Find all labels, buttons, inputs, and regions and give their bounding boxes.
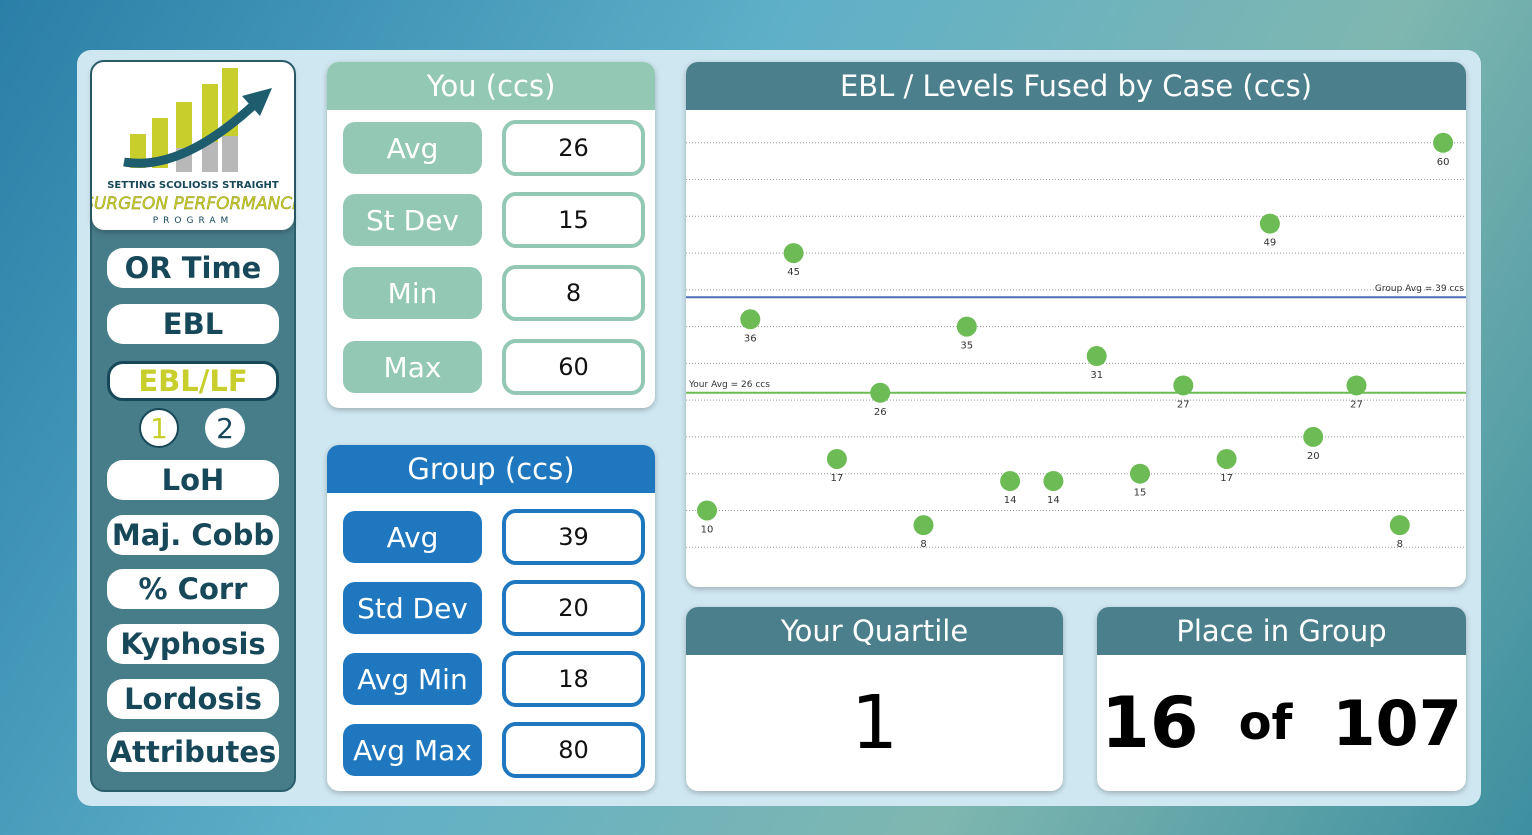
- you-title: You (ccs): [327, 62, 655, 110]
- data-point: [1130, 463, 1150, 484]
- data-point: [956, 316, 977, 337]
- data-point: [1389, 515, 1410, 536]
- data-label: 26: [874, 407, 887, 418]
- nav-button[interactable]: EBL/LF: [107, 361, 279, 401]
- stat-value: 15: [502, 192, 645, 248]
- data-point: [913, 515, 934, 536]
- stat-value: 18: [502, 651, 645, 707]
- data-label: 35: [960, 341, 973, 352]
- data-label: 27: [1350, 399, 1363, 410]
- stat-value: 39: [502, 509, 645, 565]
- group-title: Group (ccs): [327, 445, 655, 493]
- logo-graphic: SETTING SCOLIOSIS STRAIGHT SURGEON PERFO…: [92, 68, 294, 226]
- data-point: [1433, 132, 1454, 153]
- stat-label: Max: [343, 341, 482, 393]
- data-point: [783, 243, 804, 264]
- nav-button[interactable]: Attributes: [107, 732, 279, 772]
- data-point: [826, 448, 847, 469]
- stat-label: Avg Min: [343, 653, 482, 705]
- logo: SETTING SCOLIOSIS STRAIGHT SURGEON PERFO…: [92, 62, 294, 230]
- data-label: 14: [1004, 495, 1017, 506]
- data-point: [1086, 346, 1107, 367]
- nav-button[interactable]: Lordosis: [107, 679, 279, 719]
- nav-button[interactable]: LoH: [107, 460, 279, 500]
- data-label: 45: [787, 267, 800, 278]
- nav-button[interactable]: Maj. Cobb: [107, 515, 279, 555]
- place-rank: 16: [1101, 682, 1199, 764]
- data-label: 8: [1397, 539, 1403, 550]
- stat-label: Avg: [343, 511, 482, 563]
- sub-button[interactable]: 1: [139, 408, 179, 448]
- reference-label: Your Avg = 26 ccs: [688, 380, 770, 390]
- place-card: Place in Group 16 of 107: [1097, 607, 1466, 791]
- data-label: 27: [1177, 399, 1190, 410]
- data-point: [1000, 471, 1021, 492]
- place-value: 16 of 107: [1097, 655, 1466, 791]
- nav-button[interactable]: % Corr: [107, 569, 279, 609]
- stat-value: 8: [502, 265, 645, 321]
- stat-label: Avg Max: [343, 724, 482, 776]
- data-point: [1173, 375, 1194, 396]
- chart-card: EBL / Levels Fused by Case (ccs) Group A…: [686, 62, 1466, 587]
- stat-label: Avg: [343, 122, 482, 174]
- stat-label: St Dev: [343, 194, 482, 246]
- data-label: 10: [701, 524, 714, 535]
- chart-title: EBL / Levels Fused by Case (ccs): [686, 62, 1466, 110]
- data-label: 14: [1047, 495, 1060, 506]
- quartile-card: Your Quartile 1: [686, 607, 1063, 791]
- sub-button[interactable]: 2: [205, 408, 245, 448]
- logo-line3: PROGRAM: [153, 216, 234, 226]
- place-title: Place in Group: [1097, 607, 1466, 655]
- stat-value: 60: [502, 339, 645, 395]
- stat-label: Min: [343, 267, 482, 319]
- stat-value: 80: [502, 722, 645, 778]
- data-label: 49: [1264, 238, 1277, 249]
- data-label: 17: [1220, 473, 1233, 484]
- data-point: [740, 309, 761, 330]
- nav-button[interactable]: EBL: [107, 304, 279, 344]
- data-label: 8: [920, 539, 926, 550]
- data-label: 31: [1090, 370, 1103, 381]
- data-point: [870, 382, 891, 403]
- quartile-value: 1: [850, 680, 899, 766]
- data-point: [1259, 213, 1280, 234]
- data-point: [1303, 426, 1324, 447]
- quartile-title: Your Quartile: [686, 607, 1063, 655]
- stat-value: 20: [502, 580, 645, 636]
- nav-button[interactable]: Kyphosis: [107, 624, 279, 664]
- data-label: 15: [1134, 488, 1147, 499]
- data-point: [1043, 471, 1064, 492]
- logo-line2: SURGEON PERFORMANCE: [92, 194, 294, 214]
- data-point: [1216, 448, 1237, 469]
- data-label: 36: [744, 333, 757, 344]
- chart: Group Avg = 39 ccs Your Avg = 26 ccs 10 36 4…: [686, 132, 1466, 550]
- place-total: 107: [1332, 686, 1462, 760]
- logo-line1: SETTING SCOLIOSIS STRAIGHT: [107, 180, 279, 191]
- reference-label: Group Avg = 39 ccs: [1375, 284, 1464, 294]
- data-label: 17: [831, 473, 844, 484]
- stat-label: Std Dev: [343, 582, 482, 634]
- data-point: [697, 500, 717, 521]
- stat-value: 26: [502, 120, 645, 176]
- data-label: 60: [1437, 157, 1450, 168]
- data-label: 20: [1307, 451, 1320, 462]
- place-of: of: [1238, 695, 1293, 751]
- data-point: [1346, 375, 1367, 396]
- nav-button[interactable]: OR Time: [107, 248, 279, 288]
